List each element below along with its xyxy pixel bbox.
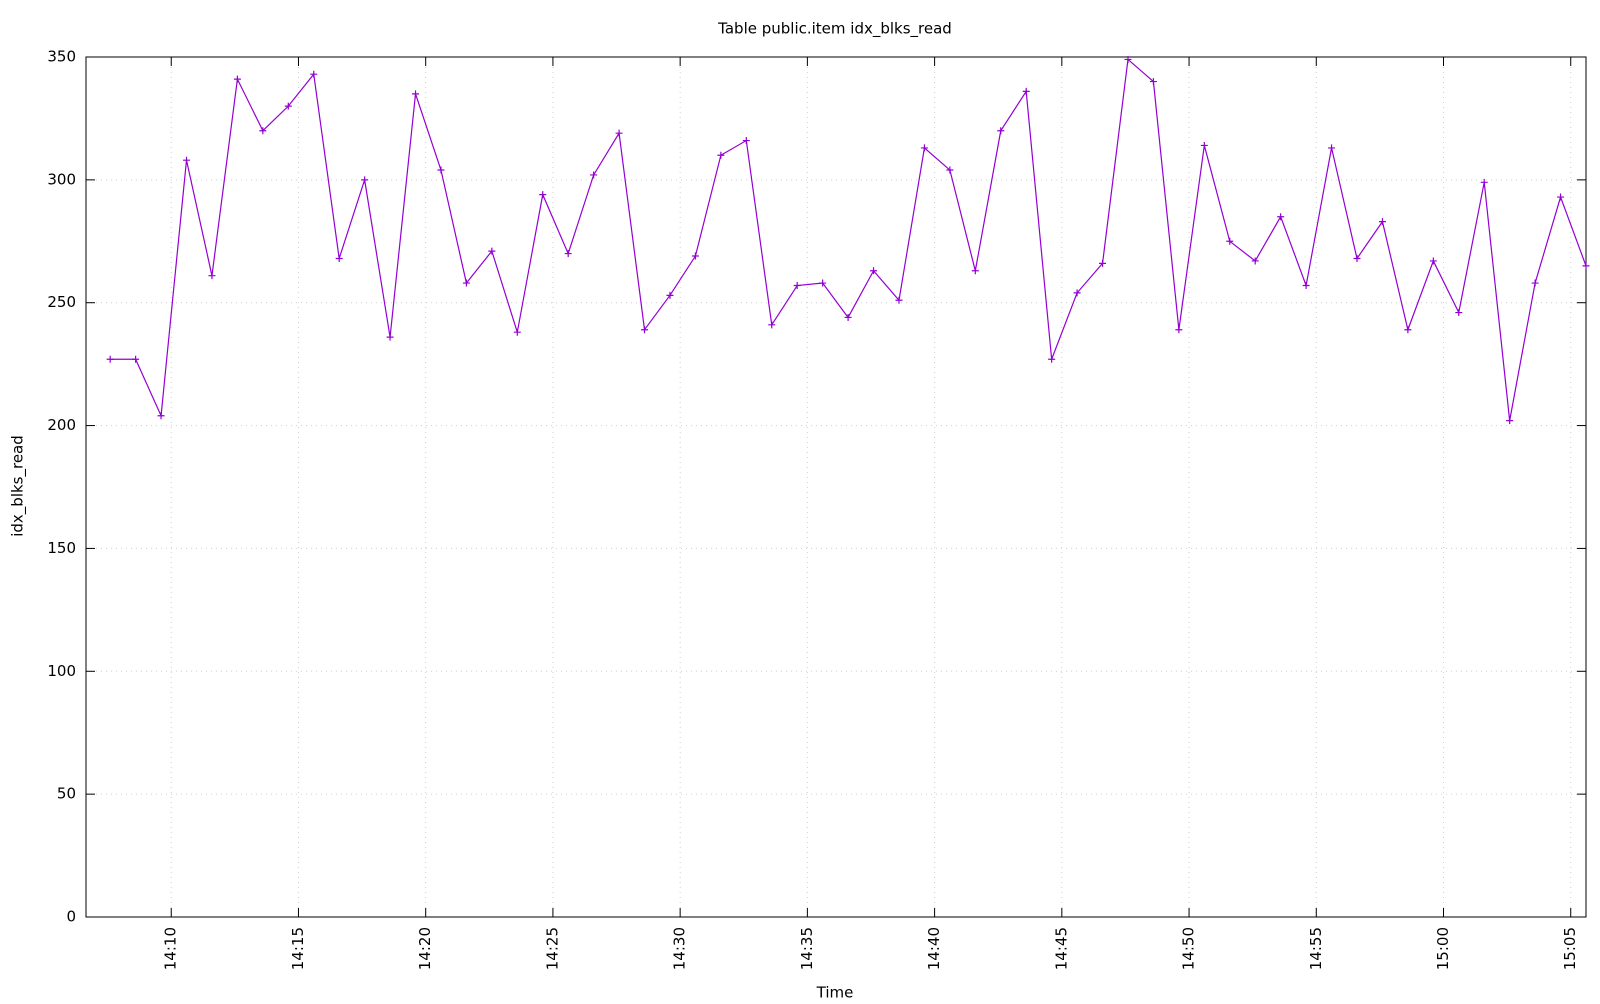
data-point [1277,213,1285,221]
data-point [1506,417,1514,425]
data-point [793,282,801,290]
data-point [1149,78,1157,86]
y-tick-label: 300 [47,170,76,188]
data-point [1226,237,1234,245]
data-point [1404,326,1412,334]
y-tick-label: 0 [66,908,76,926]
y-tick-label: 100 [47,662,76,680]
x-tick-label: 14:35 [798,927,816,970]
y-tick-label: 50 [57,785,76,803]
x-tick-label: 15:00 [1434,927,1452,970]
data-point [1378,218,1386,226]
y-tick-label: 350 [47,48,76,66]
data-point [513,328,521,336]
data-point [208,272,216,280]
data-point [1455,309,1463,317]
data-point [1557,193,1565,201]
data-point [971,267,979,275]
data-point [539,191,547,199]
data-point [1302,282,1310,290]
data-point [233,75,241,83]
y-tick-label: 250 [47,293,76,311]
data-point [870,267,878,275]
x-tick-label: 14:40 [925,927,943,970]
data-point [819,279,827,287]
data-point [437,166,445,174]
data-point [1099,259,1107,267]
data-point [1480,178,1488,186]
data-point [666,291,674,299]
data-point [895,296,903,304]
x-tick-label: 14:10 [162,927,180,970]
data-point [1531,279,1539,287]
data-point [1048,355,1056,363]
y-axis-label: idx_blks_read [9,435,28,537]
data-point [920,144,928,152]
x-tick-label: 14:30 [671,927,689,970]
data-point [946,166,954,174]
data-point [997,127,1005,135]
x-axis-label: Time [816,984,854,1001]
data-point [1200,141,1208,149]
data-point [1124,55,1132,63]
data-point [615,129,623,137]
x-tick-label: 14:15 [289,927,307,970]
data-point [284,102,292,110]
data-point [590,171,598,179]
x-tick-label: 14:20 [416,927,434,970]
data-point [564,250,572,258]
data-point [488,247,496,255]
data-point [1251,257,1259,265]
data-point [717,151,725,159]
plot-border [85,56,1587,918]
data-point [462,279,470,287]
data-point [259,127,267,135]
data-point [157,412,165,420]
data-point [1022,87,1030,95]
data-point [1353,254,1361,262]
x-tick-label: 14:55 [1307,927,1325,970]
data-point [106,355,114,363]
data-point [742,137,750,145]
data-point [844,313,852,321]
data-point [1328,144,1336,152]
x-tick-label: 14:25 [543,927,561,970]
data-point [335,254,343,262]
data-point [691,252,699,260]
y-tick-label: 200 [47,416,76,434]
data-point [1429,257,1437,265]
y-tick-label: 150 [47,539,76,557]
data-point [1175,326,1183,334]
x-tick-label: 15:05 [1561,927,1579,970]
data-point [386,333,394,341]
chart-title: Table public.item idx_blks_read [717,20,952,39]
x-tick-label: 14:50 [1180,927,1198,970]
data-point [1073,289,1081,297]
data-point [641,326,649,334]
data-point [1582,262,1590,270]
data-point [183,156,191,164]
data-point [412,90,420,98]
data-point [361,176,369,184]
data-point [310,70,318,78]
data-point [132,355,140,363]
x-tick-label: 14:45 [1052,927,1070,970]
data-point [768,321,776,329]
